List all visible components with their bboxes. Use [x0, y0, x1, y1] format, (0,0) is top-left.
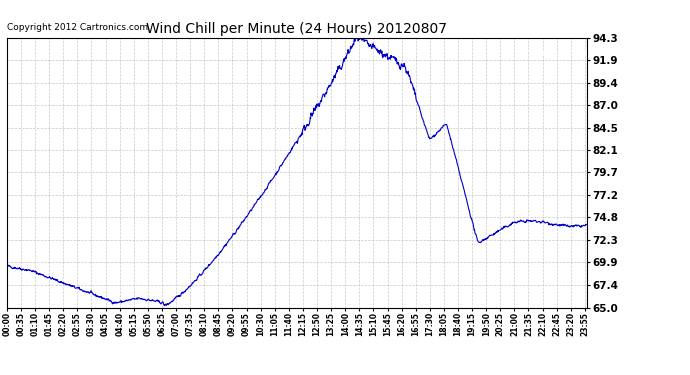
Text: Temperature  (°F): Temperature (°F): [516, 48, 602, 57]
Text: Copyright 2012 Cartronics.com: Copyright 2012 Cartronics.com: [7, 23, 148, 32]
Title: Wind Chill per Minute (24 Hours) 20120807: Wind Chill per Minute (24 Hours) 2012080…: [146, 22, 447, 36]
